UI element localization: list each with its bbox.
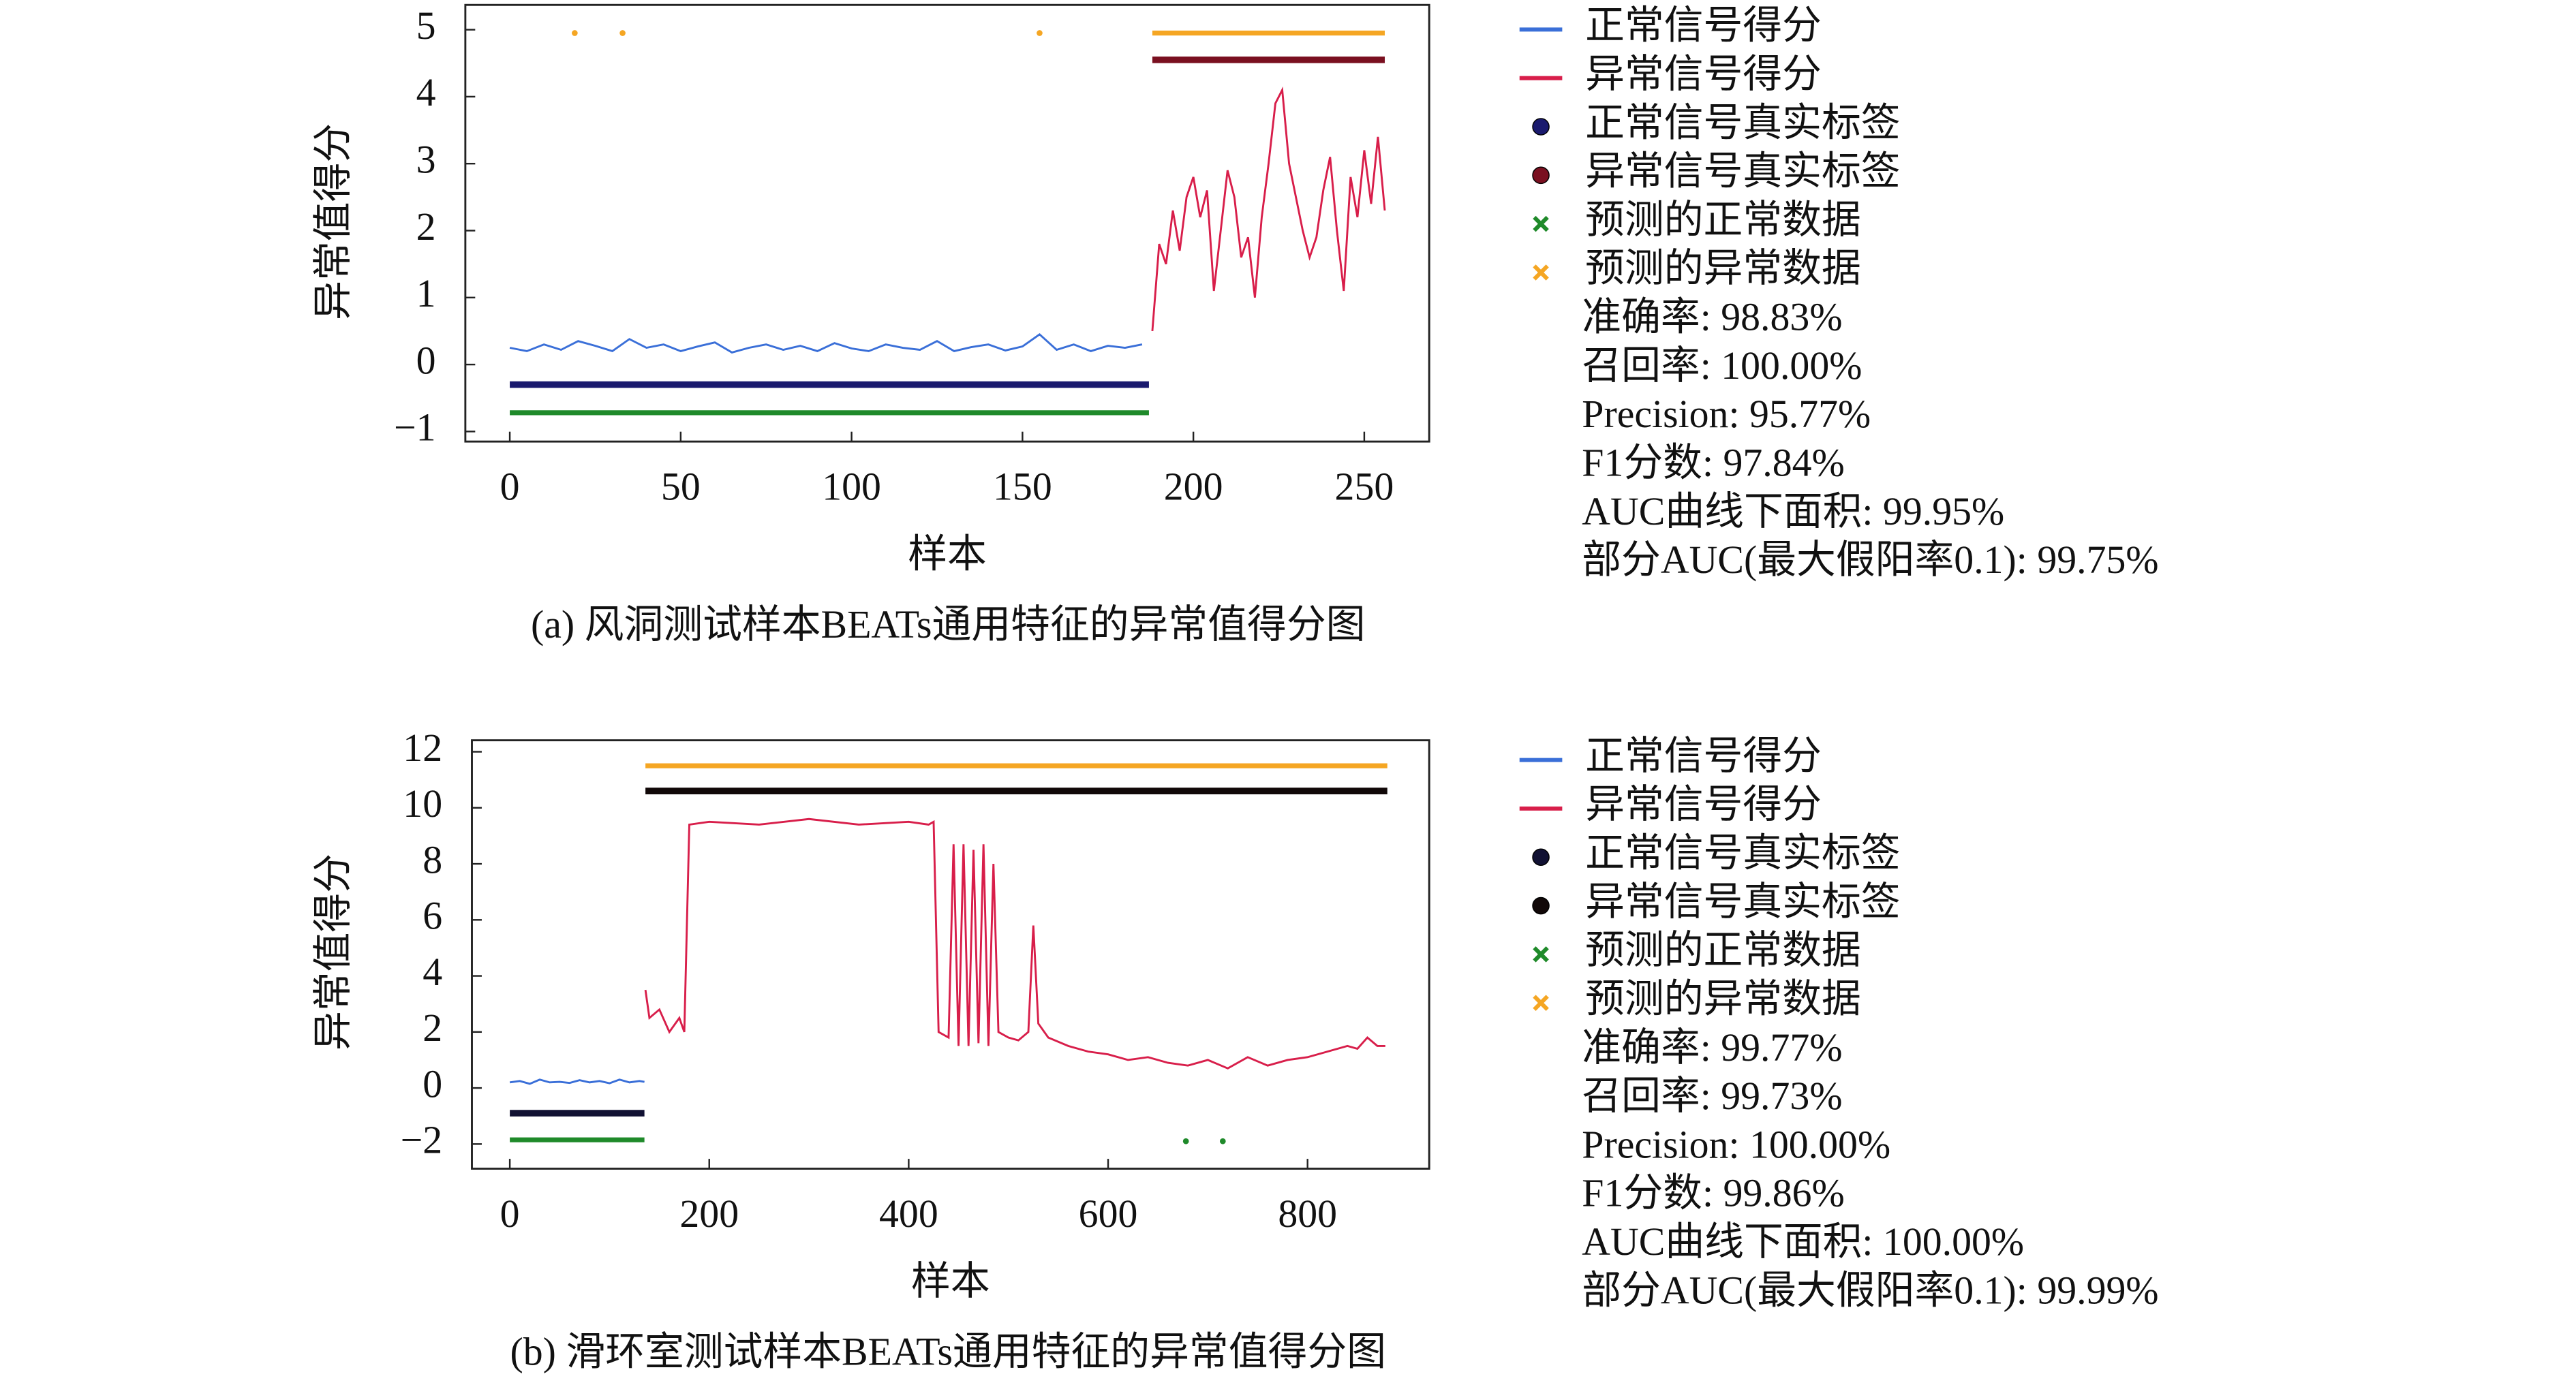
x-tick-label: 600 bbox=[1079, 1191, 1138, 1236]
metric-text: AUC曲线下面积: 99.95% bbox=[1582, 489, 2004, 533]
y-tick-label: 2 bbox=[423, 1006, 442, 1050]
metric-text: 召回率: 99.73% bbox=[1582, 1074, 1842, 1118]
legend-label: 正常信号真实标签 bbox=[1585, 830, 1901, 875]
point bbox=[1219, 1138, 1226, 1144]
x-axis-label: 样本 bbox=[908, 531, 987, 576]
point bbox=[619, 30, 626, 36]
legend-dot bbox=[1532, 166, 1550, 185]
plot-frame bbox=[471, 739, 1430, 1170]
x-tick-label: 50 bbox=[661, 465, 701, 509]
y-axis-label: 异常值得分 bbox=[311, 854, 355, 1050]
y-tick-label: 5 bbox=[416, 3, 436, 48]
point bbox=[1037, 30, 1043, 36]
legend-label: 正常信号得分 bbox=[1585, 734, 1822, 778]
legend-dot bbox=[1532, 118, 1550, 136]
metric-text: 召回率: 100.00% bbox=[1582, 343, 1862, 388]
x-axis-label: 样本 bbox=[911, 1259, 990, 1303]
metric-text: F1分数: 99.86% bbox=[1582, 1171, 1844, 1215]
y-tick-label: 6 bbox=[423, 894, 442, 938]
legend-label: 异常信号真实标签 bbox=[1585, 879, 1901, 924]
metric-text: 部分AUC(最大假阳率0.1): 99.99% bbox=[1582, 1268, 2158, 1312]
x-tick-label: 0 bbox=[500, 1191, 520, 1236]
y-axis-label: 异常值得分 bbox=[311, 123, 355, 320]
series-line bbox=[509, 333, 1143, 354]
y-tick-label: −1 bbox=[394, 405, 436, 450]
y-tick-label: 10 bbox=[403, 781, 442, 826]
y-tick-label: 1 bbox=[416, 271, 436, 315]
y-tick-label: 8 bbox=[423, 837, 442, 882]
series-line bbox=[509, 1078, 645, 1085]
x-tick-label: 200 bbox=[679, 1191, 739, 1236]
legend-label: 正常信号真实标签 bbox=[1585, 100, 1901, 144]
y-tick-label: −2 bbox=[401, 1118, 443, 1162]
x-tick-label: 200 bbox=[1164, 465, 1223, 509]
plot-frame bbox=[464, 3, 1430, 443]
legend-x bbox=[1533, 946, 1549, 963]
metric-text: 准确率: 99.77% bbox=[1582, 1025, 1842, 1070]
metric-text: Precision: 95.77% bbox=[1582, 392, 1871, 436]
x-tick-label: 150 bbox=[993, 465, 1052, 509]
x-tick-label: 400 bbox=[879, 1191, 938, 1236]
y-tick-label: 0 bbox=[423, 1061, 442, 1106]
caption: (b) 滑环室测试样本BEATs通用特征的异常值得分图 bbox=[510, 1329, 1385, 1373]
y-tick-label: 2 bbox=[416, 204, 436, 249]
caption: (a) 风洞测试样本BEATs通用特征的异常值得分图 bbox=[531, 602, 1365, 646]
metric-text: 部分AUC(最大假阳率0.1): 99.75% bbox=[1582, 537, 2158, 582]
y-tick-label: 3 bbox=[416, 137, 436, 181]
x-tick-label: 100 bbox=[822, 465, 881, 509]
legend-label: 预测的正常数据 bbox=[1585, 928, 1861, 972]
metric-text: 准确率: 98.83% bbox=[1582, 295, 1842, 339]
x-tick-label: 800 bbox=[1278, 1191, 1337, 1236]
legend-label: 异常信号得分 bbox=[1585, 782, 1822, 826]
legend-x bbox=[1533, 264, 1549, 281]
point bbox=[1182, 1138, 1189, 1144]
y-tick-label: 12 bbox=[403, 726, 442, 770]
legend-dot bbox=[1532, 897, 1550, 915]
y-tick-label: 4 bbox=[416, 70, 436, 114]
legend-label: 异常信号真实标签 bbox=[1585, 149, 1901, 193]
legend-label: 正常信号得分 bbox=[1585, 3, 1822, 48]
series-line bbox=[644, 817, 1385, 1070]
y-tick-label: 4 bbox=[423, 950, 442, 994]
legend-label: 预测的异常数据 bbox=[1585, 246, 1861, 290]
legend-dot bbox=[1532, 848, 1550, 866]
legend-label: 预测的正常数据 bbox=[1585, 198, 1861, 242]
legend-label: 异常信号得分 bbox=[1585, 52, 1822, 96]
x-tick-label: 0 bbox=[500, 465, 520, 509]
metric-text: F1分数: 97.84% bbox=[1582, 441, 1844, 485]
y-tick-label: 0 bbox=[416, 338, 436, 382]
metric-text: Precision: 100.00% bbox=[1582, 1122, 1890, 1166]
point bbox=[572, 30, 578, 36]
legend-label: 预测的异常数据 bbox=[1585, 976, 1861, 1020]
series-line bbox=[1151, 86, 1386, 332]
legend-x bbox=[1533, 995, 1549, 1011]
metric-text: AUC曲线下面积: 100.00% bbox=[1582, 1219, 2024, 1264]
x-tick-label: 250 bbox=[1335, 465, 1394, 509]
legend-x bbox=[1533, 215, 1549, 232]
